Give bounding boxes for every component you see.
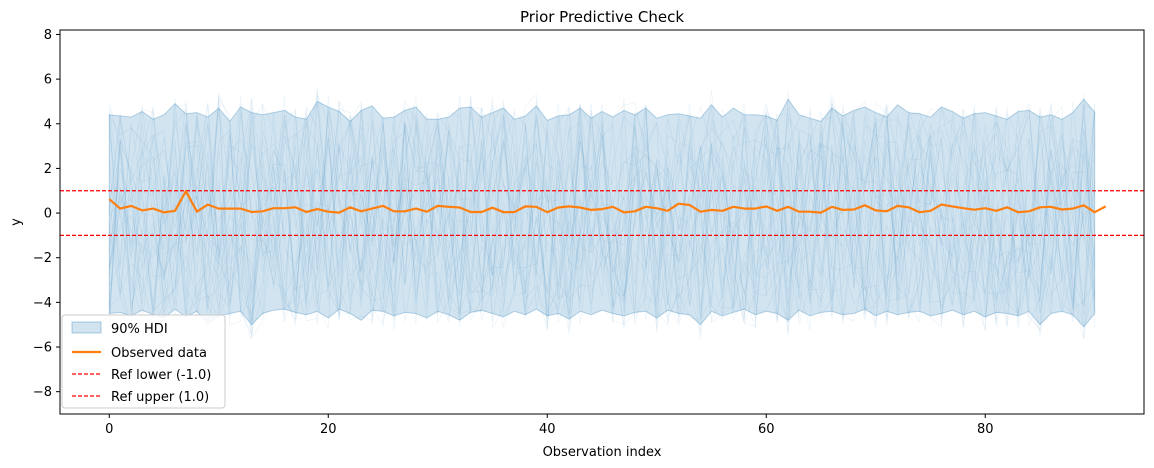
y-tick-label: −4 (33, 296, 52, 311)
posterior-draw (108, 96, 1096, 340)
plot-area (60, 88, 1144, 340)
legend-hdi-label: 90% HDI (111, 322, 168, 337)
x-tick-label: 80 (977, 422, 994, 437)
reference-lines (60, 190, 1144, 236)
y-tick-label: 8 (44, 28, 52, 43)
legend: 90% HDI Observed data Ref lower (-1.0) R… (61, 314, 226, 409)
y-tick-label: −6 (33, 341, 52, 356)
posterior-draw (108, 96, 1096, 330)
posterior-draw (108, 102, 1096, 338)
legend-ref-upper-label: Ref upper (1.0) (111, 390, 209, 405)
y-tick-label: 2 (44, 162, 52, 177)
posterior-draw (108, 100, 1096, 330)
y-axis-ticks: −8 −6 −4 −2 0 2 4 6 8 (33, 28, 60, 400)
legend-hdi-swatch (71, 321, 102, 334)
posterior-draw (108, 95, 1096, 337)
posterior-draw (108, 102, 1096, 327)
posterior-draw (108, 106, 1096, 324)
posterior-draw (108, 93, 1096, 328)
posterior-draw (109, 92, 1096, 333)
y-axis-label: y (9, 218, 24, 226)
posterior-draw (108, 94, 1096, 324)
y-tick-label: 0 (44, 207, 52, 222)
y-tick-label: 6 (44, 73, 52, 88)
posterior-draw (109, 94, 1096, 329)
posterior-draw (108, 97, 1096, 328)
posterior-draw (108, 97, 1096, 333)
posterior-draw (108, 93, 1096, 329)
posterior-draw (108, 90, 1096, 340)
x-axis-label: Observation index (543, 445, 662, 460)
posterior-draws (108, 88, 1096, 340)
legend-box (61, 314, 226, 409)
y-tick-label: 4 (44, 117, 52, 132)
legend-observed-label: Observed data (111, 346, 207, 361)
x-tick-label: 60 (758, 422, 775, 437)
y-tick-label: −2 (33, 251, 52, 266)
x-axis-ticks: 0 20 40 60 80 (105, 414, 994, 437)
chart-title: Prior Predictive Check (520, 8, 684, 26)
x-tick-label: 0 (105, 422, 113, 437)
x-tick-label: 40 (539, 422, 556, 437)
observed-data-line (108, 190, 1107, 214)
hdi-band (108, 98, 1096, 328)
posterior-draw (108, 95, 1096, 329)
posterior-draw (108, 93, 1095, 340)
posterior-draw (108, 98, 1096, 339)
posterior-draw (108, 88, 1096, 336)
posterior-draw (108, 104, 1096, 327)
x-tick-label: 20 (320, 422, 337, 437)
y-tick-label: −8 (33, 385, 52, 400)
posterior-draw (108, 103, 1096, 330)
posterior-draw (108, 102, 1096, 335)
axes-frame (59, 29, 1145, 415)
posterior-draw (108, 96, 1096, 331)
posterior-draw (108, 99, 1096, 332)
posterior-draw (108, 92, 1095, 335)
legend-ref-lower-label: Ref lower (-1.0) (111, 368, 211, 383)
